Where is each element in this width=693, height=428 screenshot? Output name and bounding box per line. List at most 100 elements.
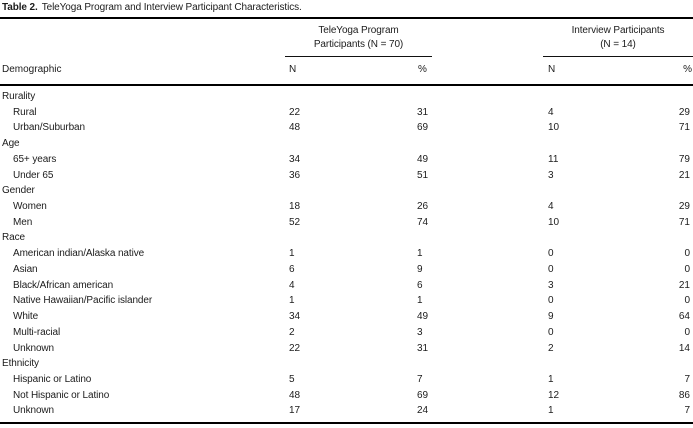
row-label: Race: [2, 232, 25, 244]
cell-pct-interview: 29: [678, 201, 690, 213]
row-label: Not Hispanic or Latino: [13, 389, 110, 401]
row-label: Ethnicity: [2, 358, 39, 370]
group-header-teleyoga: TeleYoga Program Participants (N = 70): [285, 24, 432, 51]
cell-pct-interview: 14: [678, 342, 690, 354]
cell-pct-interview: 0: [684, 263, 690, 275]
cell-n-interview: 3: [548, 169, 554, 181]
cell-pct-program: 26: [417, 201, 429, 213]
cell-pct-interview: 29: [678, 106, 690, 118]
row-label: Men: [13, 216, 33, 228]
header-rule: [0, 84, 693, 86]
table-row: Not Hispanic or Latino 48 69 12 86: [0, 388, 693, 404]
group-header-teleyoga-line1: TeleYoga Program: [318, 25, 399, 36]
row-label: Black/African american: [13, 279, 114, 291]
cell-pct-interview: 64: [678, 311, 690, 323]
cell-pct-program: 69: [417, 122, 429, 134]
cell-n-program: 6: [289, 263, 295, 275]
cell-pct-interview: 86: [678, 389, 690, 401]
column-header-pct-interview: %: [683, 64, 692, 75]
cell-n-program: 48: [289, 122, 301, 134]
cell-n-interview: 1: [548, 373, 554, 385]
cell-pct-program: 6: [417, 279, 423, 291]
table-section-row: Gender: [0, 183, 693, 199]
column-header-n-interview: N: [548, 64, 556, 75]
row-label: Under 65: [13, 169, 54, 181]
cell-n-interview: 2: [548, 342, 554, 354]
cell-n-interview: 0: [548, 326, 554, 338]
table-row: Unknown 17 24 1 7: [0, 403, 693, 419]
cell-n-interview: 0: [548, 295, 554, 307]
table-row: White 34 49 9 64: [0, 309, 693, 325]
cell-n-interview: 11: [548, 153, 559, 165]
table-row: Women 18 26 4 29: [0, 199, 693, 215]
cell-n-program: 22: [289, 106, 301, 118]
table-section-row: Ethnicity: [0, 356, 693, 372]
row-label: Asian: [13, 263, 38, 275]
cell-pct-program: 9: [417, 263, 423, 275]
cell-n-program: 48: [289, 389, 301, 401]
table-row: Native Hawaiian/Pacific islander 1 1 0 0: [0, 293, 693, 309]
cell-pct-program: 1: [417, 248, 423, 260]
cell-pct-interview: 7: [684, 373, 690, 385]
row-label: Urban/Suburban: [13, 122, 85, 134]
cell-n-program: 5: [289, 373, 295, 385]
cell-n-interview: 10: [548, 216, 560, 228]
table-row: Urban/Suburban 48 69 10 71: [0, 120, 693, 136]
table-number: Table 2.: [2, 2, 38, 13]
row-label: 65+ years: [13, 153, 57, 165]
group-header-interview-line2: (N = 14): [600, 38, 636, 50]
group-header-interview: Interview Participants (N = 14): [543, 24, 693, 51]
table-row: Unknown 22 31 2 14: [0, 341, 693, 357]
cell-n-program: 34: [289, 153, 301, 165]
table-title-text: TeleYoga Program and Interview Participa…: [41, 2, 302, 13]
cell-pct-interview: 71: [678, 216, 690, 228]
table-caption: Table 2. TeleYoga Program and Interview P…: [2, 2, 691, 13]
table-row: Multi-racial 2 3 0 0: [0, 325, 693, 341]
cell-pct-interview: 0: [684, 295, 690, 307]
row-label: Gender: [2, 185, 35, 197]
cell-pct-program: 69: [417, 389, 429, 401]
cell-n-program: 36: [289, 169, 301, 181]
row-label: Rural: [13, 106, 37, 118]
table-body: Rurality Rural 22 31 4 29 Urban/Suburban 48 69 10…: [0, 89, 693, 419]
table-row: Rural 22 31 4 29: [0, 105, 693, 121]
row-label: Unknown: [13, 342, 54, 354]
table-section-row: Age: [0, 136, 693, 152]
row-label: Women: [13, 201, 47, 213]
group-header-teleyoga-line2: Participants (N = 70): [313, 38, 404, 50]
row-label: Unknown: [13, 405, 54, 417]
top-rule: [0, 17, 693, 19]
cell-pct-interview: 0: [684, 248, 690, 260]
cell-pct-program: 51: [417, 169, 429, 181]
cell-pct-program: 3: [417, 326, 423, 338]
cell-n-interview: 0: [548, 263, 554, 275]
cell-pct-program: 24: [417, 405, 429, 417]
cell-n-interview: 0: [548, 248, 554, 260]
cell-n-program: 2: [289, 326, 295, 338]
cell-pct-interview: 71: [678, 122, 690, 134]
cell-n-program: 52: [289, 216, 301, 228]
cell-pct-interview: 21: [678, 169, 690, 181]
row-label: American indian/Alaska native: [13, 248, 145, 260]
cell-n-interview: 4: [548, 201, 554, 213]
table-row: Under 65 36 51 3 21: [0, 168, 693, 184]
table-row: Hispanic or Latino 5 7 1 7: [0, 372, 693, 388]
cell-pct-program: 31: [417, 106, 429, 118]
table-row: American indian/Alaska native 1 1 0 0: [0, 246, 693, 262]
cell-pct-program: 7: [417, 373, 423, 385]
cell-pct-interview: 0: [684, 326, 690, 338]
cell-n-interview: 9: [548, 311, 554, 323]
row-label: Native Hawaiian/Pacific islander: [13, 295, 153, 307]
cell-n-program: 22: [289, 342, 301, 354]
cell-n-interview: 4: [548, 106, 554, 118]
row-label: White: [13, 311, 39, 323]
cell-n-interview: 3: [548, 279, 554, 291]
cell-n-program: 4: [289, 279, 295, 291]
cell-n-program: 1: [289, 295, 295, 307]
cell-pct-program: 74: [417, 216, 429, 228]
bottom-rule: [0, 422, 693, 424]
column-header-n-program: N: [289, 64, 297, 75]
table-row: 65+ years 34 49 11 79: [0, 152, 693, 168]
cell-pct-interview: 21: [678, 279, 690, 291]
